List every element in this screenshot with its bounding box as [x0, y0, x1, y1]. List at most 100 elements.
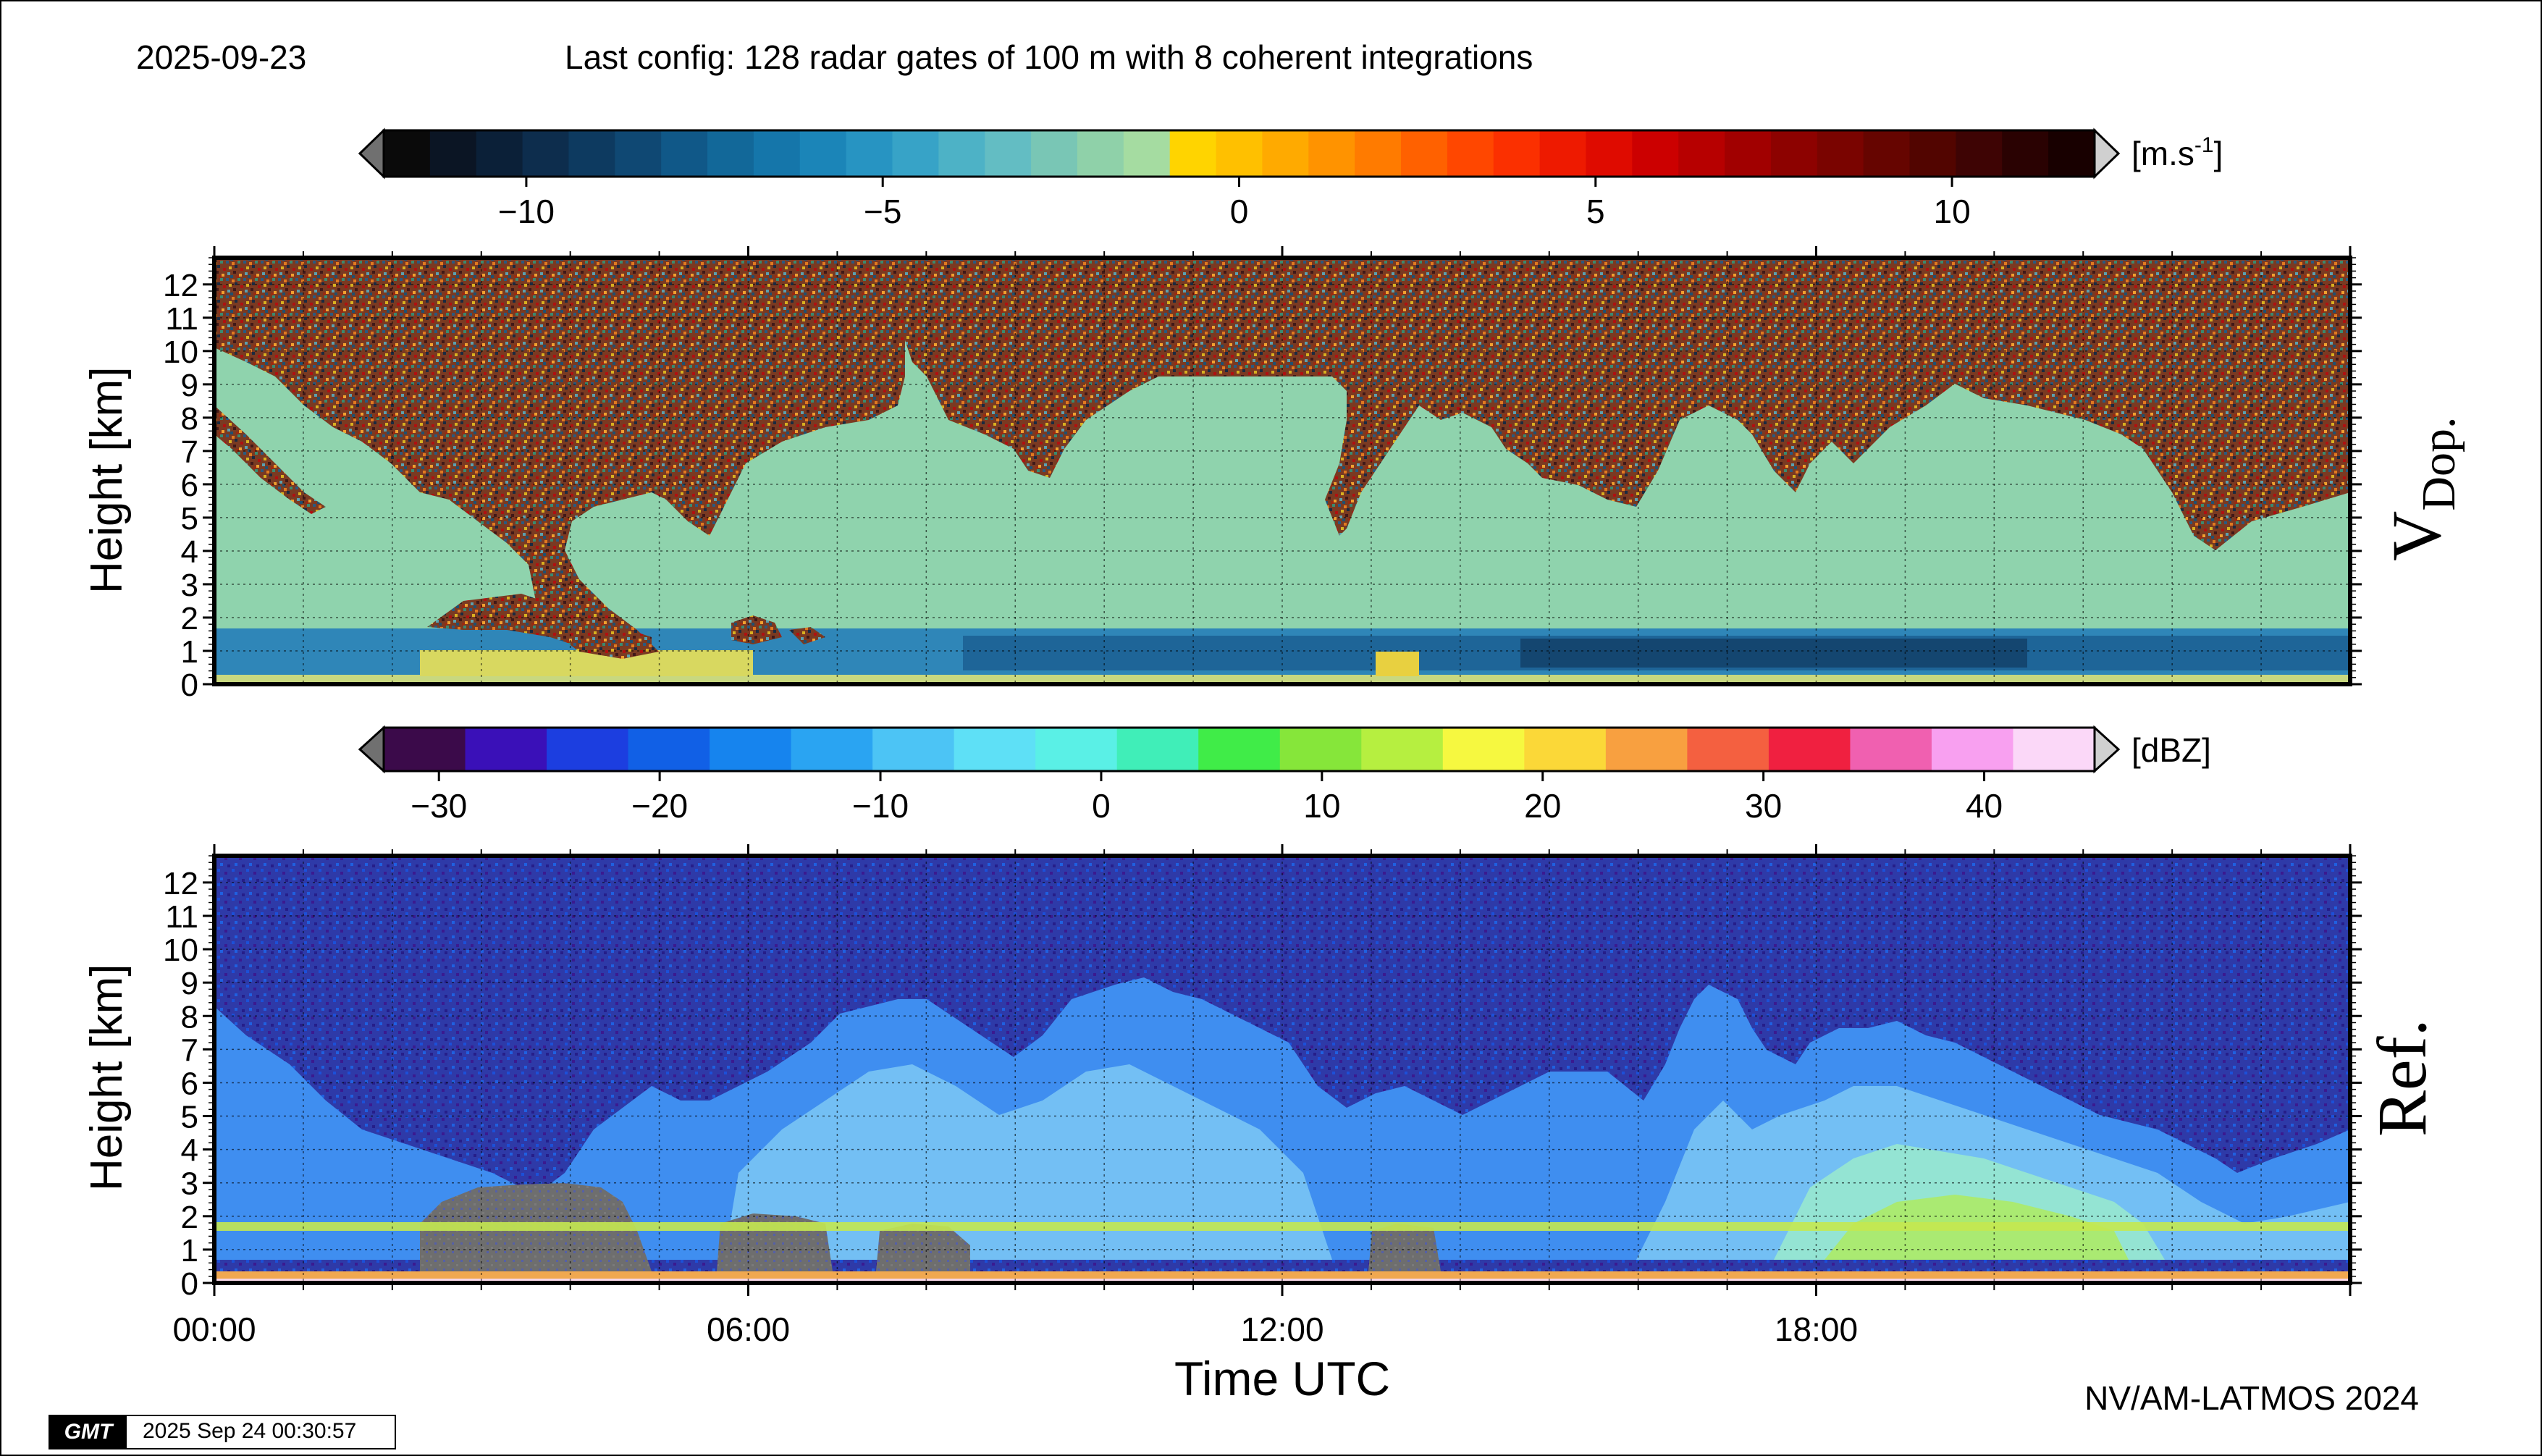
velocity-colorbar-tick-label: 0 — [1230, 193, 1249, 230]
velocity-colorbar-swatch — [1539, 130, 1587, 177]
velocity-colorbar-swatch — [2048, 130, 2095, 177]
velocity-colorbar-swatch — [1678, 130, 1725, 177]
velocity-panel-title: VDop. — [2378, 416, 2466, 562]
reflectivity-colorbar-swatch — [872, 728, 955, 771]
velocity-colorbar-swatch — [429, 130, 477, 177]
reflectivity-colorbar-tick-label: 0 — [1092, 787, 1111, 825]
gmt-logo: GMT — [50, 1416, 127, 1448]
velocity-colorbar-tick-label: 5 — [1586, 193, 1605, 230]
reflectivity-colorbar-swatch — [2013, 728, 2095, 771]
velocity-colorbar-swatch — [1493, 130, 1541, 177]
x-axis-label: Time UTC — [1174, 1352, 1391, 1405]
gmt-timestamp: GMT 2025 Sep 24 00:30:57 — [49, 1415, 396, 1449]
velocity-colorbar-swatch — [476, 130, 523, 177]
reflectivity-colorbar-swatch — [465, 728, 547, 771]
reflectivity-panel-title: Ref. — [2363, 1019, 2441, 1137]
reflectivity-colorbar-tick-label: −10 — [852, 787, 909, 825]
credit-label: NV/AM-LATMOS 2024 — [2084, 1379, 2419, 1417]
reflectivity-colorbar-tick-label: 20 — [1524, 787, 1561, 825]
colorbar-under-triangle — [358, 725, 385, 774]
velocity-y-tick-label: 5 — [181, 501, 198, 536]
reflectivity-y-tick-label: 9 — [181, 966, 198, 1001]
velocity-colorbar-swatch — [1956, 130, 2003, 177]
velocity-colorbar-swatch — [568, 130, 616, 177]
velocity-y-tick-label: 12 — [163, 268, 198, 303]
date-label: 2025-09-23 — [136, 38, 307, 76]
velocity-colorbar-swatch — [1031, 130, 1078, 177]
time-axis-tick-label: 00:00 — [172, 1310, 256, 1348]
velocity-colorbar-swatch — [1725, 130, 1772, 177]
velocity-colorbar-swatch — [892, 130, 940, 177]
reflectivity-colorbar-swatch — [1198, 728, 1281, 771]
reflectivity-unit-label: [dBZ] — [2131, 731, 2211, 769]
reflectivity-colorbar-tick-label: −30 — [411, 787, 467, 825]
velocity-y-tick-label: 4 — [181, 534, 198, 570]
reflectivity-colorbar-swatch — [1768, 728, 1851, 771]
reflectivity-colorbar-tick-label: 10 — [1303, 787, 1340, 825]
reflectivity-y-tick-label: 10 — [163, 933, 198, 968]
velocity-colorbar-tick-label: −10 — [498, 193, 555, 230]
velocity-colorbar-swatch — [1077, 130, 1124, 177]
velocity-colorbar-swatch — [1123, 130, 1171, 177]
velocity-colorbar-swatch — [938, 130, 986, 177]
reflectivity-colorbar-swatch — [1035, 728, 1118, 771]
velocity-y-tick-label: 3 — [181, 568, 198, 603]
colorbar-under-triangle — [358, 127, 385, 180]
reflectivity-colorbar-tick-label: 30 — [1745, 787, 1782, 825]
reflectivity-y-tick-label: 3 — [181, 1166, 198, 1202]
reflectivity-colorbar-tick-label: −20 — [631, 787, 688, 825]
velocity-colorbar-swatch — [522, 130, 570, 177]
reflectivity-y-tick-label: 8 — [181, 999, 198, 1035]
reflectivity-y-axis-label: Height [km] — [82, 964, 132, 1191]
velocity-colorbar-swatch — [846, 130, 893, 177]
velocity-colorbar-swatch — [1447, 130, 1494, 177]
velocity-colorbar-swatch — [753, 130, 801, 177]
reflectivity-colorbar-swatch — [1687, 728, 1769, 771]
velocity-y-axis-label: Height [km] — [82, 366, 132, 594]
velocity-colorbar-swatch — [1308, 130, 1355, 177]
velocity-y-tick-label: 6 — [181, 468, 198, 503]
reflectivity-colorbar-swatch — [1524, 728, 1607, 771]
reflectivity-y-tick-label: 4 — [181, 1133, 198, 1169]
velocity-colorbar-swatch — [1355, 130, 1402, 177]
time-axis-tick-label: 06:00 — [707, 1310, 790, 1348]
velocity-colorbar-swatch — [1586, 130, 1633, 177]
colorbar-over-triangle — [2093, 725, 2121, 774]
velocity-colorbar-swatch — [384, 130, 431, 177]
velocity-colorbar-swatch — [1262, 130, 1310, 177]
velocity-y-tick-label: 9 — [181, 368, 198, 403]
reflectivity-colorbar-swatch — [384, 728, 466, 771]
velocity-colorbar-swatch — [2002, 130, 2049, 177]
reflectivity-colorbar-swatch — [791, 728, 873, 771]
reflectivity-colorbar-swatch — [1361, 728, 1444, 771]
reflectivity-y-tick-label: 12 — [163, 866, 198, 901]
reflectivity-y-tick-label: 2 — [181, 1200, 198, 1235]
reflectivity-colorbar-swatch — [628, 728, 710, 771]
reflectivity-y-tick-label: 5 — [181, 1100, 198, 1135]
velocity-colorbar-swatch — [615, 130, 662, 177]
reflectivity-colorbar-swatch — [1116, 728, 1200, 771]
velocity-y-tick-label: 7 — [181, 434, 198, 470]
velocity-colorbar-swatch — [1216, 130, 1263, 177]
velocity-unit-label: [m.s-1] — [2131, 133, 2223, 172]
reflectivity-colorbar-swatch — [1850, 728, 1932, 771]
velocity-colorbar-swatch — [1169, 130, 1217, 177]
velocity-y-tick-label: 8 — [181, 401, 198, 437]
velocity-y-tick-label: 11 — [165, 301, 198, 337]
time-axis: 00:00 06:00 12:00 18:00 — [172, 1283, 2352, 1348]
reflectivity-colorbar-tick-label: 40 — [1966, 787, 2003, 825]
velocity-y-tick-label: 2 — [181, 601, 198, 636]
velocity-y-tick-label: 0 — [181, 668, 198, 703]
time-axis-tick-label: 18:00 — [1775, 1310, 1858, 1348]
velocity-colorbar-swatch — [985, 130, 1032, 177]
reflectivity-colorbar-swatch — [1442, 728, 1525, 771]
reflectivity-y-tick-label: 0 — [181, 1266, 198, 1302]
gmt-timestamp-text: 2025 Sep 24 00:30:57 — [143, 1419, 357, 1443]
velocity-colorbar-swatch — [707, 130, 754, 177]
velocity-colorbar-swatch — [799, 130, 847, 177]
velocity-colorbar-swatch — [1863, 130, 1911, 177]
reflectivity-colorbar: −30 −20 −10 0 10 20 30 40 [dBZ] — [358, 725, 2211, 825]
reflectivity-y-tick-label: 11 — [165, 899, 198, 935]
reflectivity-colorbar-swatch — [954, 728, 1036, 771]
